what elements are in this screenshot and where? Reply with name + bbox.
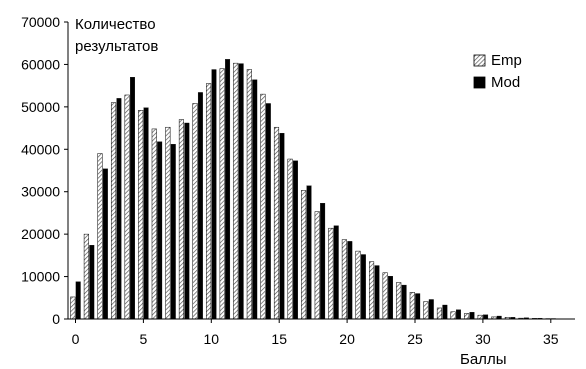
bar-mod-14 xyxy=(265,103,271,320)
bar-mod-4 xyxy=(130,77,135,320)
x-tick-label-10: 10 xyxy=(204,331,220,347)
bar-mod-27 xyxy=(442,304,448,320)
bar-mod-12 xyxy=(238,63,244,320)
bars-group xyxy=(70,59,570,320)
y-tick-label-60000: 60000 xyxy=(21,56,60,72)
bar-emp-26 xyxy=(423,301,429,320)
bar-mod-28 xyxy=(455,309,461,320)
x-tick-label-15: 15 xyxy=(271,331,287,347)
bar-mod-0 xyxy=(75,281,81,320)
bar-emp-12 xyxy=(233,62,239,320)
x-tick-label-35: 35 xyxy=(543,331,559,347)
bar-emp-24 xyxy=(396,282,402,320)
bar-emp-13 xyxy=(246,69,252,320)
bar-mod-16 xyxy=(293,160,298,320)
bar-emp-19 xyxy=(328,227,334,320)
x-ticks-group: 0 5 10 15 20 25 30 35 xyxy=(72,319,559,347)
bar-mod-25 xyxy=(415,293,421,320)
bar-emp-8 xyxy=(178,119,184,320)
x-tick-label-0: 0 xyxy=(72,331,80,347)
bar-mod-9 xyxy=(197,92,203,320)
bar-emp-18 xyxy=(314,211,320,320)
y-tick-label-10000: 10000 xyxy=(21,269,60,285)
bar-emp-22 xyxy=(369,261,375,320)
x-axis-title: Баллы xyxy=(460,351,506,368)
bar-mod-6 xyxy=(157,141,163,320)
bar-mod-2 xyxy=(102,168,108,320)
bar-emp-10 xyxy=(206,83,212,320)
bar-mod-7 xyxy=(170,144,176,320)
bar-mod-24 xyxy=(401,284,407,320)
bar-emp-4 xyxy=(124,94,130,320)
y-tick-label-70000: 70000 xyxy=(21,14,60,30)
legend-swatch-emp xyxy=(473,54,486,67)
legend-label-emp: Emp xyxy=(491,52,522,69)
bar-mod-8 xyxy=(184,122,190,320)
bar-emp-6 xyxy=(151,128,157,320)
bar-mod-22 xyxy=(374,265,380,320)
bar-mod-10 xyxy=(211,69,217,320)
bar-mod-3 xyxy=(116,98,122,320)
legend-label-mod: Mod xyxy=(491,74,520,91)
bar-emp-16 xyxy=(287,158,293,320)
y-tick-label-0: 0 xyxy=(52,311,60,327)
bar-emp-27 xyxy=(436,307,443,320)
bar-mod-11 xyxy=(225,59,231,320)
legend: Emp Mod xyxy=(473,52,522,91)
bar-emp-25 xyxy=(409,292,415,320)
y-ticks-group: 0 10000 20000 30000 40000 50000 60000 70000 xyxy=(21,14,68,327)
bar-emp-2 xyxy=(97,153,103,320)
bar-mod-15 xyxy=(279,133,285,320)
bar-mod-30 xyxy=(483,314,489,320)
y-tick-label-20000: 20000 xyxy=(21,226,60,242)
bar-mod-5 xyxy=(143,107,149,320)
bar-mod-20 xyxy=(347,241,353,320)
bar-emp-23 xyxy=(382,272,388,320)
y-tick-label-30000: 30000 xyxy=(21,184,60,200)
bar-emp-5 xyxy=(138,110,144,320)
legend-swatch-mod xyxy=(473,76,486,89)
bar-mod-29 xyxy=(469,312,475,320)
bar-emp-20 xyxy=(341,239,347,320)
bar-emp-15 xyxy=(273,126,280,320)
bar-emp-3 xyxy=(110,102,117,320)
x-tick-label-20: 20 xyxy=(339,331,355,347)
y-axis-title-line1: Количество xyxy=(75,16,156,33)
y-axis-title-line2: результатов xyxy=(75,38,158,55)
bar-mod-18 xyxy=(320,203,326,320)
bar-emp-7 xyxy=(165,126,171,320)
bar-mod-21 xyxy=(360,254,366,320)
bar-mod-17 xyxy=(306,185,312,320)
bar-mod-1 xyxy=(89,245,95,320)
x-tick-label-25: 25 xyxy=(407,331,423,347)
bar-emp-14 xyxy=(260,93,266,320)
bar-emp-29 xyxy=(464,313,470,320)
x-tick-label-5: 5 xyxy=(140,331,148,347)
y-tick-label-40000: 40000 xyxy=(21,141,60,157)
bar-mod-19 xyxy=(333,225,339,320)
bar-emp-21 xyxy=(355,250,361,320)
bar-mod-23 xyxy=(388,275,393,320)
y-tick-label-50000: 50000 xyxy=(21,99,60,115)
bar-mod-13 xyxy=(252,79,258,320)
bar-emp-0 xyxy=(70,296,76,320)
bar-emp-30 xyxy=(477,314,483,320)
bar-emp-28 xyxy=(450,311,456,320)
bar-mod-26 xyxy=(428,299,434,320)
bar-emp-9 xyxy=(192,103,198,320)
bar-emp-17 xyxy=(301,190,307,320)
x-tick-label-30: 30 xyxy=(475,331,491,347)
bar-emp-1 xyxy=(83,233,89,320)
bar-emp-11 xyxy=(219,68,225,320)
